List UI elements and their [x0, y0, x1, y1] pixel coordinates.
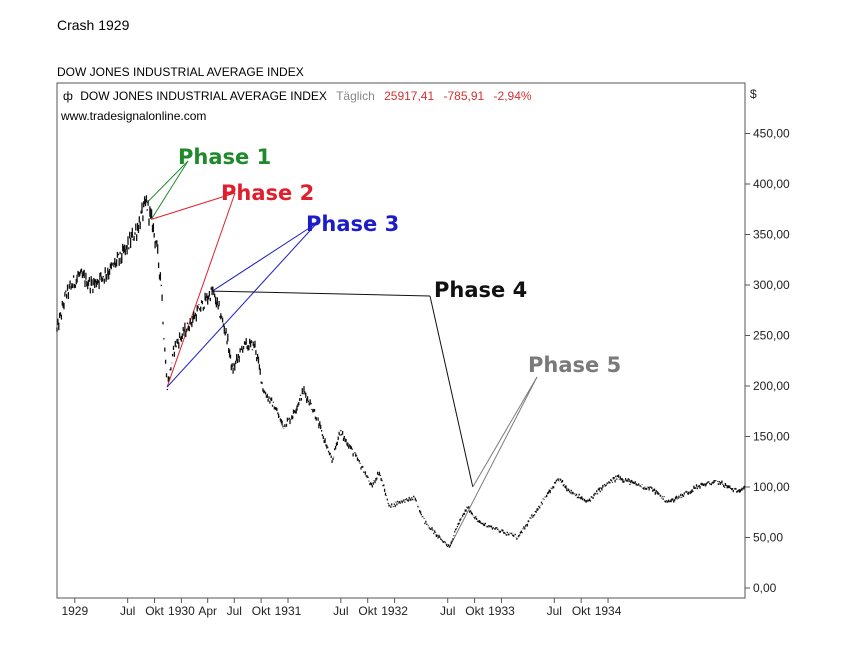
legend-interval: Täglich	[336, 89, 375, 103]
x-tick-label: 1934	[595, 604, 622, 618]
x-tick-label: 1931	[275, 604, 302, 618]
legend-change-pct: -2,94%	[494, 89, 532, 103]
y-tick-label: 50,00	[753, 531, 783, 545]
legend-symbol: ф	[63, 89, 73, 103]
annotation-label: Phase 1	[178, 145, 271, 169]
y-tick-label: 450,00	[753, 127, 790, 141]
annotation-label: Phase 4	[434, 278, 527, 302]
x-tick-label: Okt	[145, 604, 164, 618]
legend-change: -785,91	[444, 89, 485, 103]
annotation-line	[166, 222, 318, 388]
annotation-label: Phase 5	[528, 353, 621, 377]
x-tick-label: 1929	[61, 604, 88, 618]
source-url: www.tradesignalonline.com	[60, 109, 206, 123]
y-tick-label: 400,00	[753, 177, 790, 191]
legend-row: ф DOW JONES INDUSTRIAL AVERAGE INDEX Täg…	[63, 89, 532, 103]
annotation-line	[166, 192, 236, 388]
annotation-line	[429, 295, 474, 488]
x-tick-label: 1930	[168, 604, 195, 618]
x-tick-label: Jul	[440, 604, 455, 618]
series-layer	[56, 195, 746, 548]
legend-last-value: 25917,41	[384, 89, 434, 103]
annotation-label: Phase 3	[306, 212, 399, 236]
chart-title: DOW JONES INDUSTRIAL AVERAGE INDEX	[57, 65, 304, 79]
price-series	[56, 195, 746, 548]
page-title: Crash 1929	[57, 17, 130, 33]
x-tick-label: 1932	[381, 604, 408, 618]
x-tick-label: Jul	[120, 604, 135, 618]
annotation-line	[146, 160, 189, 204]
annotation-line	[212, 290, 431, 297]
x-tick-label: 1933	[488, 604, 515, 618]
annotation-label: Phase 2	[221, 181, 314, 205]
x-tick-label: Jul	[547, 604, 562, 618]
x-tick-label: Apr	[198, 604, 217, 618]
annotation-line	[212, 222, 318, 292]
axes: 0,00 50,00 100,00 150,00 200,00 250,00 300,00 3…	[56, 82, 790, 618]
y-tick-label: 350,00	[753, 228, 790, 242]
y-tick-label: 250,00	[753, 329, 790, 343]
x-tick-label: Jul	[333, 604, 348, 618]
legend-series-name: DOW JONES INDUSTRIAL AVERAGE INDEX	[80, 89, 327, 103]
x-tick-label: Okt	[465, 604, 484, 618]
y-tick-label: 0,00	[753, 581, 777, 595]
annotation-labels: Phase 1 Phase 2 Phase 3 Phase 4 Phase 5	[178, 145, 621, 377]
y-tick-label: 200,00	[753, 379, 790, 393]
x-tick-label: Okt	[572, 604, 591, 618]
x-tick-label: Okt	[252, 604, 271, 618]
y-tick-label: 100,00	[753, 480, 790, 494]
annotation-lines	[146, 160, 538, 547]
y-tick-label: 300,00	[753, 278, 790, 292]
annotation-line	[472, 376, 538, 488]
annotation-line	[151, 192, 236, 220]
annotation-line	[150, 160, 189, 220]
x-tick-label: Jul	[227, 604, 242, 618]
x-tick-label: Okt	[358, 604, 377, 618]
y-tick-label: 150,00	[753, 430, 790, 444]
currency-label: $	[750, 87, 757, 101]
plot-frame	[56, 82, 746, 599]
annotation-line	[449, 376, 538, 547]
